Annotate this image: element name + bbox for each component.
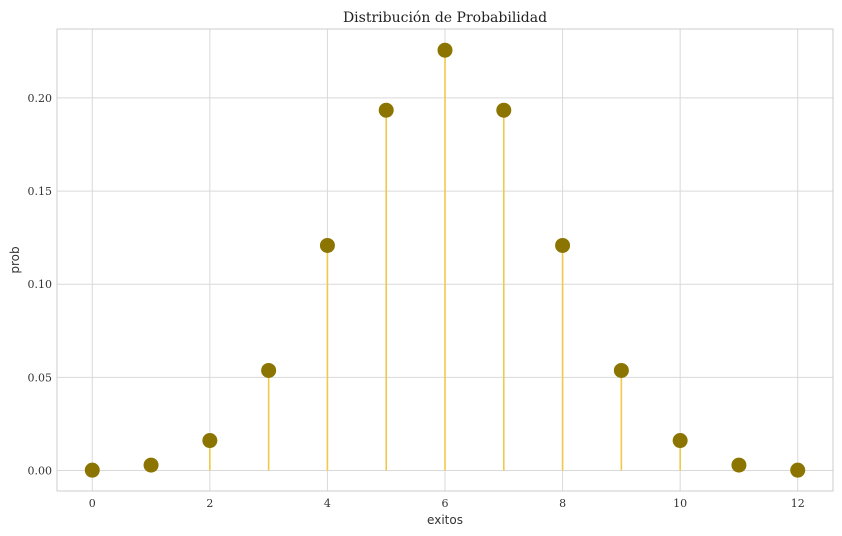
data-point	[731, 457, 747, 473]
chart-title: Distribución de Probabilidad	[343, 10, 547, 26]
data-point	[378, 102, 394, 118]
data-point	[261, 362, 277, 378]
data-point	[496, 102, 512, 118]
stems	[91, 50, 799, 471]
y-tick-label: 0.00	[28, 465, 53, 478]
plot-frame	[56, 28, 834, 492]
y-tick-label: 0.10	[28, 278, 53, 291]
y-ticks: 0.00 0.05 0.10 0.15 0.20	[28, 92, 53, 478]
y-tick-label: 0.20	[28, 92, 53, 105]
data-point	[613, 362, 629, 378]
y-axis-label: prob	[8, 246, 22, 273]
x-ticks: 0 2 4 6 8 10 12	[89, 497, 805, 510]
x-tick-label: 10	[673, 497, 687, 510]
data-point	[437, 42, 453, 58]
markers	[84, 42, 806, 478]
x-tick-label: 6	[442, 497, 449, 510]
x-tick-label: 8	[559, 497, 566, 510]
data-point	[143, 457, 159, 473]
y-tick-label: 0.05	[28, 371, 53, 384]
data-point	[672, 433, 688, 449]
data-point	[555, 237, 571, 253]
x-tick-label: 4	[324, 497, 331, 510]
x-tick-label: 2	[206, 497, 213, 510]
x-axis-label: exitos	[427, 513, 463, 527]
data-point	[790, 462, 806, 478]
data-point	[84, 462, 100, 478]
x-tick-label: 12	[791, 497, 805, 510]
data-point	[202, 433, 218, 449]
data-point	[319, 237, 335, 253]
y-tick-label: 0.15	[28, 185, 53, 198]
x-tick-label: 0	[89, 497, 96, 510]
